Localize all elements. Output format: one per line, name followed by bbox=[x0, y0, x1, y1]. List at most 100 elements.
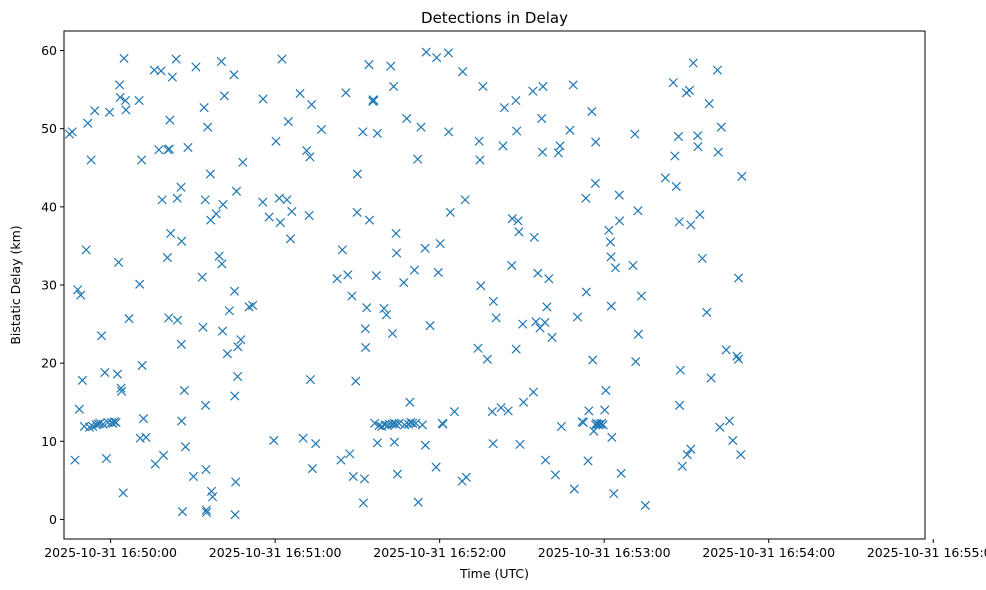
data-point-marker bbox=[568, 80, 578, 90]
data-point-marker bbox=[306, 99, 317, 110]
data-point-marker bbox=[512, 126, 522, 136]
data-point-marker bbox=[111, 417, 121, 428]
data-point-marker bbox=[199, 102, 209, 113]
data-point-marker bbox=[101, 453, 112, 464]
data-point-marker bbox=[628, 260, 638, 271]
data-point-marker bbox=[413, 497, 423, 507]
data-point-marker bbox=[392, 469, 403, 479]
data-point-marker bbox=[606, 301, 616, 311]
x-tick-label: 2025-10-31 16:50:00 bbox=[44, 545, 177, 560]
data-point-marker bbox=[633, 206, 643, 216]
y-tick-label: 50 bbox=[41, 121, 57, 136]
data-point-marker bbox=[115, 92, 125, 103]
data-point-marker bbox=[671, 181, 681, 192]
data-point-marker bbox=[229, 286, 240, 296]
chart-title: Detections in Delay bbox=[421, 9, 568, 27]
data-point-marker bbox=[693, 142, 703, 152]
data-point-marker bbox=[165, 115, 175, 125]
data-point-marker bbox=[362, 303, 372, 313]
data-point-marker bbox=[572, 312, 583, 322]
data-point-marker bbox=[675, 365, 686, 375]
data-point-marker bbox=[211, 209, 221, 219]
data-point-marker bbox=[733, 273, 744, 283]
data-point-marker bbox=[172, 193, 182, 203]
data-point-marker bbox=[207, 492, 218, 502]
data-point-marker bbox=[550, 470, 560, 480]
data-point-marker bbox=[499, 102, 509, 113]
data-point-marker bbox=[674, 217, 684, 227]
data-point-marker bbox=[487, 406, 497, 417]
data-point-marker bbox=[219, 91, 230, 101]
data-point-marker bbox=[394, 418, 404, 428]
data-point-marker bbox=[218, 199, 228, 210]
data-point-marker bbox=[74, 404, 84, 414]
data-point-marker bbox=[538, 81, 548, 92]
data-point-marker bbox=[537, 147, 548, 157]
data-point-marker bbox=[443, 48, 454, 58]
data-point-marker bbox=[581, 287, 591, 297]
y-axis: 0 10 20 30 40 50 60 bbox=[41, 43, 64, 527]
data-point-marker bbox=[311, 439, 321, 449]
data-point-marker bbox=[537, 113, 547, 124]
data-point-marker bbox=[413, 154, 423, 164]
data-point-marker bbox=[277, 54, 287, 64]
data-point-marker bbox=[176, 339, 186, 350]
x-tick-label: 2025-10-31 16:52:00 bbox=[373, 545, 506, 560]
data-point-marker bbox=[631, 356, 641, 367]
data-point-marker bbox=[166, 228, 176, 239]
data-point-marker bbox=[96, 331, 107, 341]
data-point-marker bbox=[302, 145, 312, 156]
data-point-marker bbox=[721, 345, 731, 355]
data-point-marker bbox=[614, 190, 624, 200]
data-point-marker bbox=[154, 145, 164, 155]
data-point-marker bbox=[529, 232, 539, 242]
data-point-marker bbox=[264, 212, 274, 222]
data-point-marker bbox=[569, 484, 579, 494]
data-point-marker bbox=[248, 300, 258, 310]
data-point-marker bbox=[275, 217, 285, 228]
data-point-marker bbox=[531, 317, 541, 327]
data-point-marker bbox=[274, 193, 284, 203]
data-point-marker bbox=[391, 248, 402, 258]
data-point-marker bbox=[372, 438, 383, 448]
data-point-marker bbox=[295, 88, 305, 99]
data-point-marker bbox=[231, 186, 242, 196]
data-point-marker bbox=[399, 420, 410, 430]
data-point-marker bbox=[614, 216, 625, 226]
data-point-marker bbox=[172, 315, 183, 325]
data-point-marker bbox=[736, 449, 746, 460]
data-point-marker bbox=[337, 245, 347, 255]
data-point-marker bbox=[269, 435, 279, 446]
data-point-marker bbox=[116, 386, 127, 396]
y-tick-label: 60 bbox=[41, 43, 57, 58]
data-point-marker bbox=[200, 400, 211, 410]
data-point-marker bbox=[115, 80, 125, 90]
data-point-marker bbox=[177, 416, 187, 426]
data-point-marker bbox=[514, 227, 524, 237]
data-point-marker bbox=[76, 290, 86, 300]
data-point-marker bbox=[305, 152, 315, 162]
data-point-marker bbox=[120, 95, 131, 106]
data-point-marker bbox=[616, 468, 626, 478]
data-point-marker bbox=[232, 371, 243, 382]
data-point-marker bbox=[222, 349, 233, 359]
data-point-marker bbox=[348, 471, 358, 482]
data-point-marker bbox=[238, 157, 248, 167]
data-point-marker bbox=[135, 279, 145, 289]
data-point-marker bbox=[609, 489, 619, 499]
data-point-marker bbox=[445, 207, 455, 217]
data-point-marker bbox=[556, 421, 567, 432]
data-point-marker bbox=[660, 173, 670, 183]
data-point-marker bbox=[90, 106, 100, 116]
data-point-marker bbox=[488, 439, 498, 449]
data-point-marker bbox=[503, 406, 513, 416]
data-point-marker bbox=[409, 265, 420, 275]
data-point-marker bbox=[513, 216, 523, 226]
data-point-marker bbox=[458, 67, 468, 77]
data-point-marker bbox=[70, 455, 80, 465]
y-tick-label: 0 bbox=[49, 512, 57, 527]
data-point-marker bbox=[686, 220, 696, 230]
y-tick-label: 10 bbox=[41, 434, 57, 449]
data-point-marker bbox=[217, 326, 228, 336]
